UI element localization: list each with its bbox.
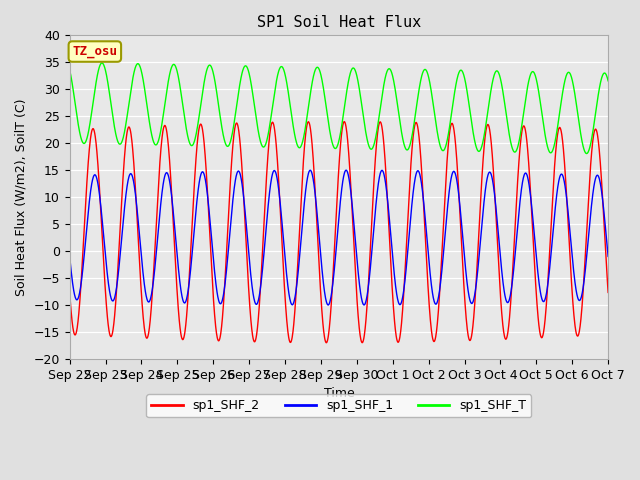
Legend: sp1_SHF_2, sp1_SHF_1, sp1_SHF_T: sp1_SHF_2, sp1_SHF_1, sp1_SHF_T xyxy=(147,395,531,418)
Title: SP1 Soil Heat Flux: SP1 Soil Heat Flux xyxy=(257,15,421,30)
Text: TZ_osu: TZ_osu xyxy=(72,45,117,58)
Y-axis label: Soil Heat Flux (W/m2), SoilT (C): Soil Heat Flux (W/m2), SoilT (C) xyxy=(15,98,28,296)
X-axis label: Time: Time xyxy=(323,387,355,400)
